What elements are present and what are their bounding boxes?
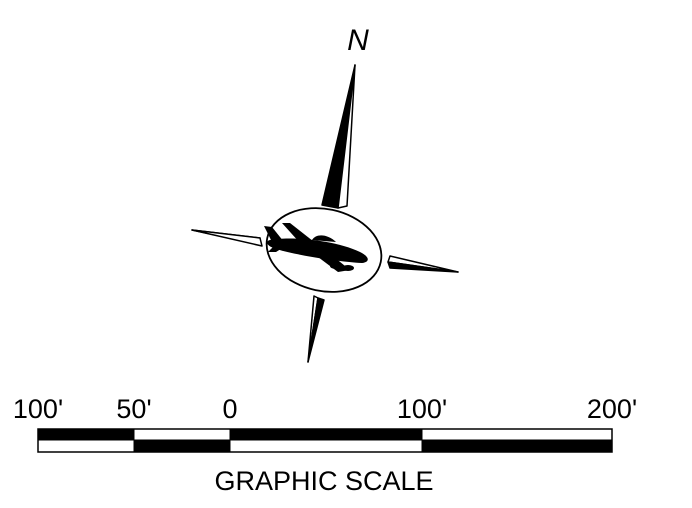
scale-tick-label: 0 [222, 394, 237, 424]
north-arrow: N [191, 24, 459, 363]
airplane-icon [264, 223, 368, 272]
scale-segment [422, 440, 612, 452]
graphic-scale: 100' 50' 0 100' 200' GRAPHIC SCALE [13, 394, 637, 496]
north-label: N [347, 24, 369, 57]
scale-segment [38, 440, 134, 452]
west-needle [191, 229, 263, 247]
scale-segment [38, 429, 134, 440]
scale-tick-label: 50' [116, 394, 151, 424]
scale-segment [134, 440, 230, 452]
scale-tick-label: 100' [13, 394, 63, 424]
scale-title: GRAPHIC SCALE [214, 466, 433, 496]
south-needle [307, 295, 325, 363]
east-needle [387, 255, 459, 273]
scale-tick-label: 200' [587, 394, 637, 424]
scale-segment [134, 429, 230, 440]
scale-tick-label: 100' [397, 394, 447, 424]
scale-segment [230, 440, 422, 452]
north-needle [321, 64, 356, 209]
scale-segment [422, 429, 612, 440]
scale-segment [230, 429, 422, 440]
